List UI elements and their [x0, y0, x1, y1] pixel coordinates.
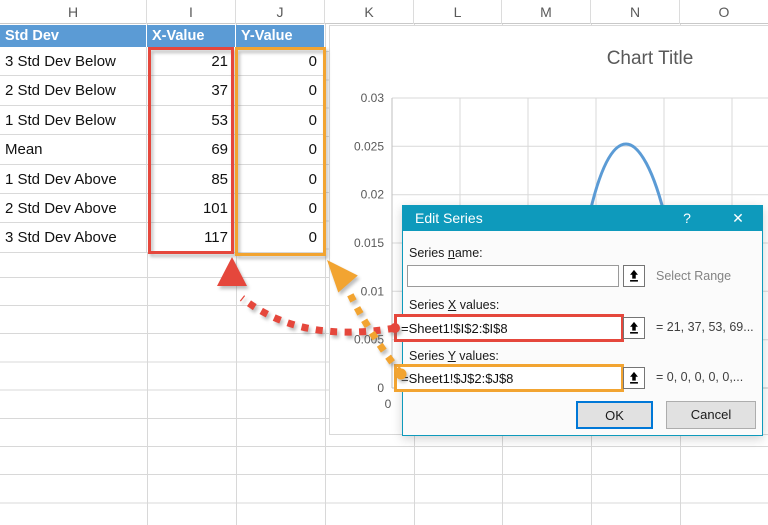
- bell-curve-series[interactable]: [586, 142, 668, 223]
- range-select-arrow-icon: [630, 321, 638, 334]
- cell-label[interactable]: 3 Std Dev Below: [0, 47, 147, 77]
- series-name-label: Series name:: [409, 246, 483, 260]
- grid-col-line: [147, 24, 148, 525]
- cell-x-value[interactable]: 37: [147, 76, 236, 106]
- range-select-arrow-icon: [630, 371, 638, 384]
- cell-x-value[interactable]: 101: [147, 193, 236, 224]
- y-tick-label: 0.02: [361, 188, 385, 202]
- range-select-arrow-icon: [630, 269, 638, 282]
- cell-x-value[interactable]: 53: [147, 105, 236, 136]
- cell-label[interactable]: 1 Std Dev Above: [0, 164, 147, 194]
- header-cell-y-value[interactable]: Y-Value: [236, 25, 325, 47]
- table-row: 3 Std Dev Below 21 0: [0, 47, 325, 77]
- y-tick-label: 0.03: [361, 91, 385, 105]
- cell-y-value[interactable]: 0: [236, 135, 325, 165]
- cell-x-value[interactable]: 117: [147, 223, 236, 253]
- cell-y-value[interactable]: 0: [236, 105, 325, 136]
- grid-col-line: [325, 24, 326, 525]
- dialog-titlebar[interactable]: Edit Series ? ✕: [403, 206, 762, 231]
- column-headers: H I J K L M N O: [0, 0, 768, 24]
- x-values-preview: = 21, 37, 53, 69...: [656, 320, 754, 334]
- cell-x-value[interactable]: 85: [147, 164, 236, 194]
- column-header-O[interactable]: O: [718, 4, 730, 20]
- table-row: 2 Std Dev Above 101 0: [0, 193, 325, 224]
- cell-label[interactable]: 2 Std Dev Above: [0, 193, 147, 224]
- cell-y-value[interactable]: 0: [236, 76, 325, 106]
- edit-series-dialog: Edit Series ? ✕ Series name: Select Rang…: [394, 205, 763, 436]
- cancel-button[interactable]: Cancel: [666, 401, 756, 429]
- series-y-label: Series Y values:: [409, 349, 499, 363]
- table-header-row: Std Dev X-Value Y-Value: [0, 25, 325, 47]
- cell-y-value[interactable]: 0: [236, 47, 325, 77]
- table-row: Mean 69 0: [0, 135, 325, 165]
- y-tick-label: 0.025: [354, 139, 384, 153]
- collapse-dialog-button[interactable]: [623, 265, 645, 287]
- series-x-label: Series X values:: [409, 298, 500, 312]
- column-header-H[interactable]: H: [0, 0, 147, 24]
- cell-label[interactable]: Mean: [0, 135, 147, 165]
- cell-x-value[interactable]: 69: [147, 135, 236, 165]
- table-row: 3 Std Dev Above 117 0: [0, 223, 325, 253]
- chart-title[interactable]: Chart Title: [606, 48, 694, 69]
- header-cell-std-dev[interactable]: Std Dev: [0, 25, 147, 47]
- cell-y-value[interactable]: 0: [236, 223, 325, 253]
- cell-y-value[interactable]: 0: [236, 164, 325, 194]
- column-header-J[interactable]: J: [236, 0, 325, 24]
- ok-button[interactable]: OK: [576, 401, 653, 429]
- y-values-highlight-box: [394, 364, 624, 392]
- series-x-input[interactable]: [397, 317, 621, 339]
- table-row: 2 Std Dev Below 37 0: [0, 76, 325, 106]
- y-values-preview: = 0, 0, 0, 0, 0,...: [656, 370, 744, 384]
- data-table: Std Dev X-Value Y-Value 3 Std Dev Below …: [0, 25, 325, 253]
- column-header-L[interactable]: L: [414, 0, 502, 24]
- y-tick-label: 0.01: [361, 284, 385, 298]
- column-header-N[interactable]: N: [591, 0, 680, 24]
- close-icon[interactable]: ✕: [732, 210, 744, 226]
- y-tick-label: 0.015: [354, 236, 384, 250]
- y-tick-label: 0: [377, 381, 384, 395]
- cell-label[interactable]: 3 Std Dev Above: [0, 223, 147, 253]
- x-values-highlight-box: [394, 314, 624, 342]
- collapse-dialog-button[interactable]: [623, 317, 645, 339]
- series-y-input[interactable]: [397, 367, 621, 389]
- cell-x-value[interactable]: 21: [147, 47, 236, 77]
- cell-label[interactable]: 1 Std Dev Below: [0, 105, 147, 136]
- dialog-title: Edit Series: [415, 210, 483, 226]
- table-row: 1 Std Dev Below 53 0: [0, 105, 325, 136]
- series-name-input[interactable]: [407, 265, 619, 287]
- cell-y-value[interactable]: 0: [236, 193, 325, 224]
- collapse-dialog-button[interactable]: [623, 367, 645, 389]
- header-cell-x-value[interactable]: X-Value: [147, 25, 236, 47]
- x-tick-label: 0: [385, 397, 392, 411]
- y-tick-label: 0.005: [354, 333, 384, 347]
- select-range-hint: Select Range: [656, 269, 732, 283]
- column-header-K[interactable]: K: [325, 0, 414, 24]
- table-row: 1 Std Dev Above 85 0: [0, 164, 325, 194]
- column-header-I[interactable]: I: [147, 0, 236, 24]
- column-header-M[interactable]: M: [502, 0, 591, 24]
- help-icon[interactable]: ?: [683, 210, 691, 226]
- cell-label[interactable]: 2 Std Dev Below: [0, 76, 147, 106]
